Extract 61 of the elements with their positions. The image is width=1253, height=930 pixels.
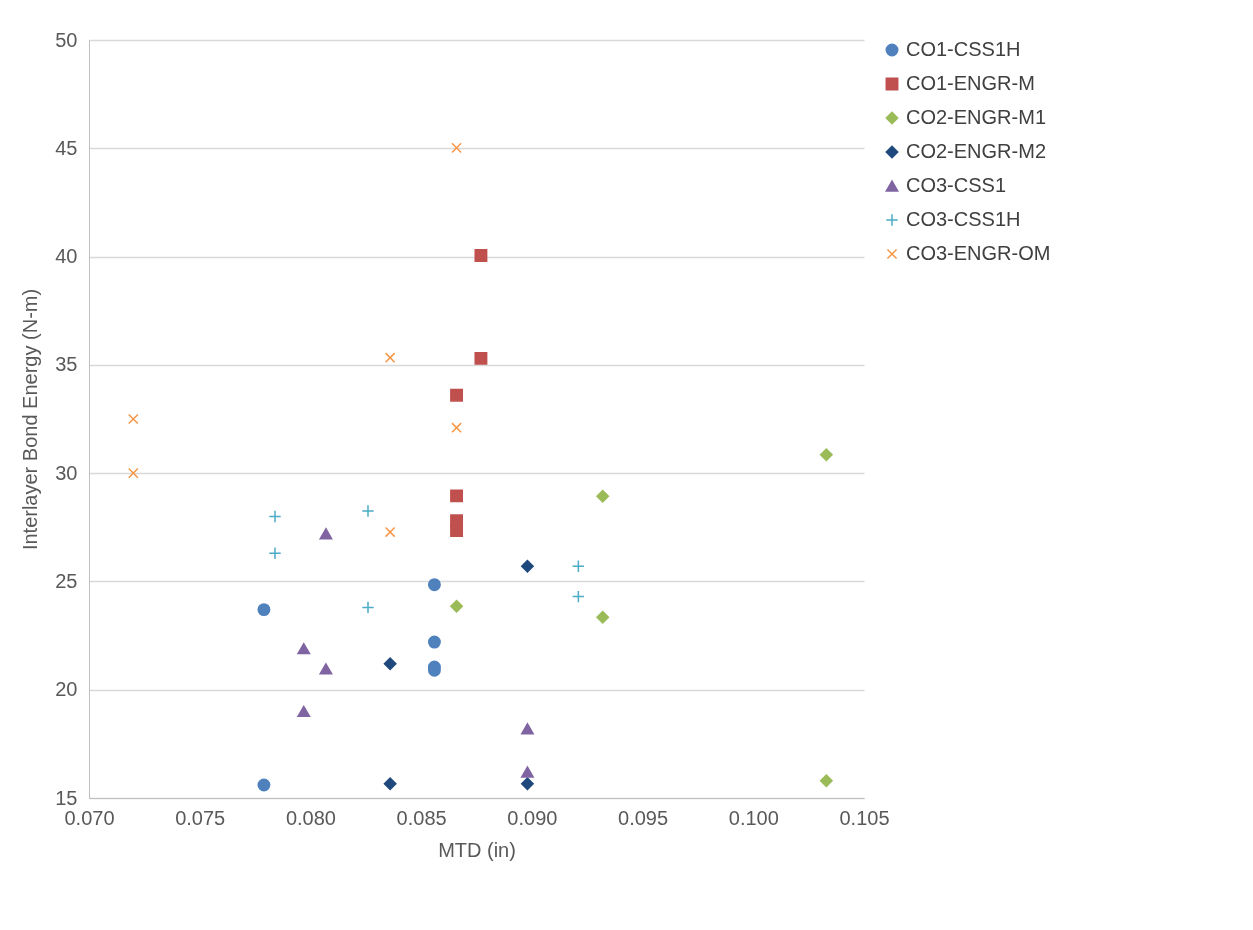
y-tick-label: 30 <box>55 461 78 484</box>
x-tick-label: 0.095 <box>618 806 669 829</box>
y-tick-label: 40 <box>55 245 78 268</box>
legend-label: CO1-CSS1H <box>906 38 1021 60</box>
point <box>319 528 333 540</box>
point <box>819 774 833 788</box>
point <box>297 642 311 655</box>
point <box>384 352 396 364</box>
point <box>819 448 833 462</box>
point <box>571 590 585 604</box>
point <box>361 600 375 614</box>
x-tick-label: 0.080 <box>285 806 336 829</box>
point <box>361 504 375 518</box>
point <box>520 723 534 735</box>
x-tick-label: 0.075 <box>175 806 226 829</box>
point <box>268 510 282 523</box>
point <box>127 413 139 425</box>
y-tick-label: 35 <box>55 353 78 376</box>
point <box>451 142 462 154</box>
x-tick-label: 0.100 <box>728 806 779 829</box>
x-tick-label: 0.070 <box>64 806 115 829</box>
point <box>427 578 441 592</box>
point <box>520 766 534 778</box>
point <box>520 777 534 791</box>
legend-label: CO3-ENGR-OM <box>906 242 1051 264</box>
point <box>451 422 462 433</box>
point <box>127 467 139 479</box>
legend-label: CO2-ENGR-M1 <box>906 106 1047 128</box>
point <box>450 599 464 613</box>
point <box>474 249 488 262</box>
point <box>319 663 333 675</box>
legend-label: CO1-ENGR-M <box>906 72 1035 94</box>
point <box>450 489 464 503</box>
y-axis-title: Interlayer Bond Energy (N-m) <box>19 288 42 551</box>
point <box>257 778 271 792</box>
legend-label: CO3-CSS1H <box>906 208 1021 230</box>
x-tick-label: 0.105 <box>839 806 890 829</box>
legend-label: CO3-CSS1 <box>906 174 1007 196</box>
point <box>268 546 282 560</box>
x-axis-title: MTD (in) <box>438 838 516 861</box>
y-tick-label: 25 <box>55 569 78 592</box>
point <box>427 635 441 649</box>
point <box>571 559 585 573</box>
y-tick-label: 45 <box>55 136 78 159</box>
point <box>596 610 610 624</box>
point <box>383 777 397 791</box>
y-tick-label: 20 <box>55 678 78 701</box>
legend-label: CO2-ENGR-M2 <box>906 140 1047 162</box>
point <box>450 388 464 402</box>
point <box>383 657 397 671</box>
x-tick-label: 0.085 <box>396 806 447 829</box>
point <box>384 526 396 538</box>
point <box>520 559 534 573</box>
y-tick-label: 50 <box>55 28 78 51</box>
x-tick-label: 0.090 <box>507 806 558 829</box>
point <box>297 705 311 718</box>
y-tick-label: 15 <box>55 786 78 809</box>
point <box>474 351 488 365</box>
point <box>596 489 610 503</box>
point <box>257 603 271 617</box>
point <box>450 524 464 537</box>
